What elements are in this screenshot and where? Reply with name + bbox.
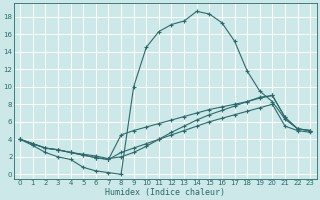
X-axis label: Humidex (Indice chaleur): Humidex (Indice chaleur)	[105, 188, 225, 197]
